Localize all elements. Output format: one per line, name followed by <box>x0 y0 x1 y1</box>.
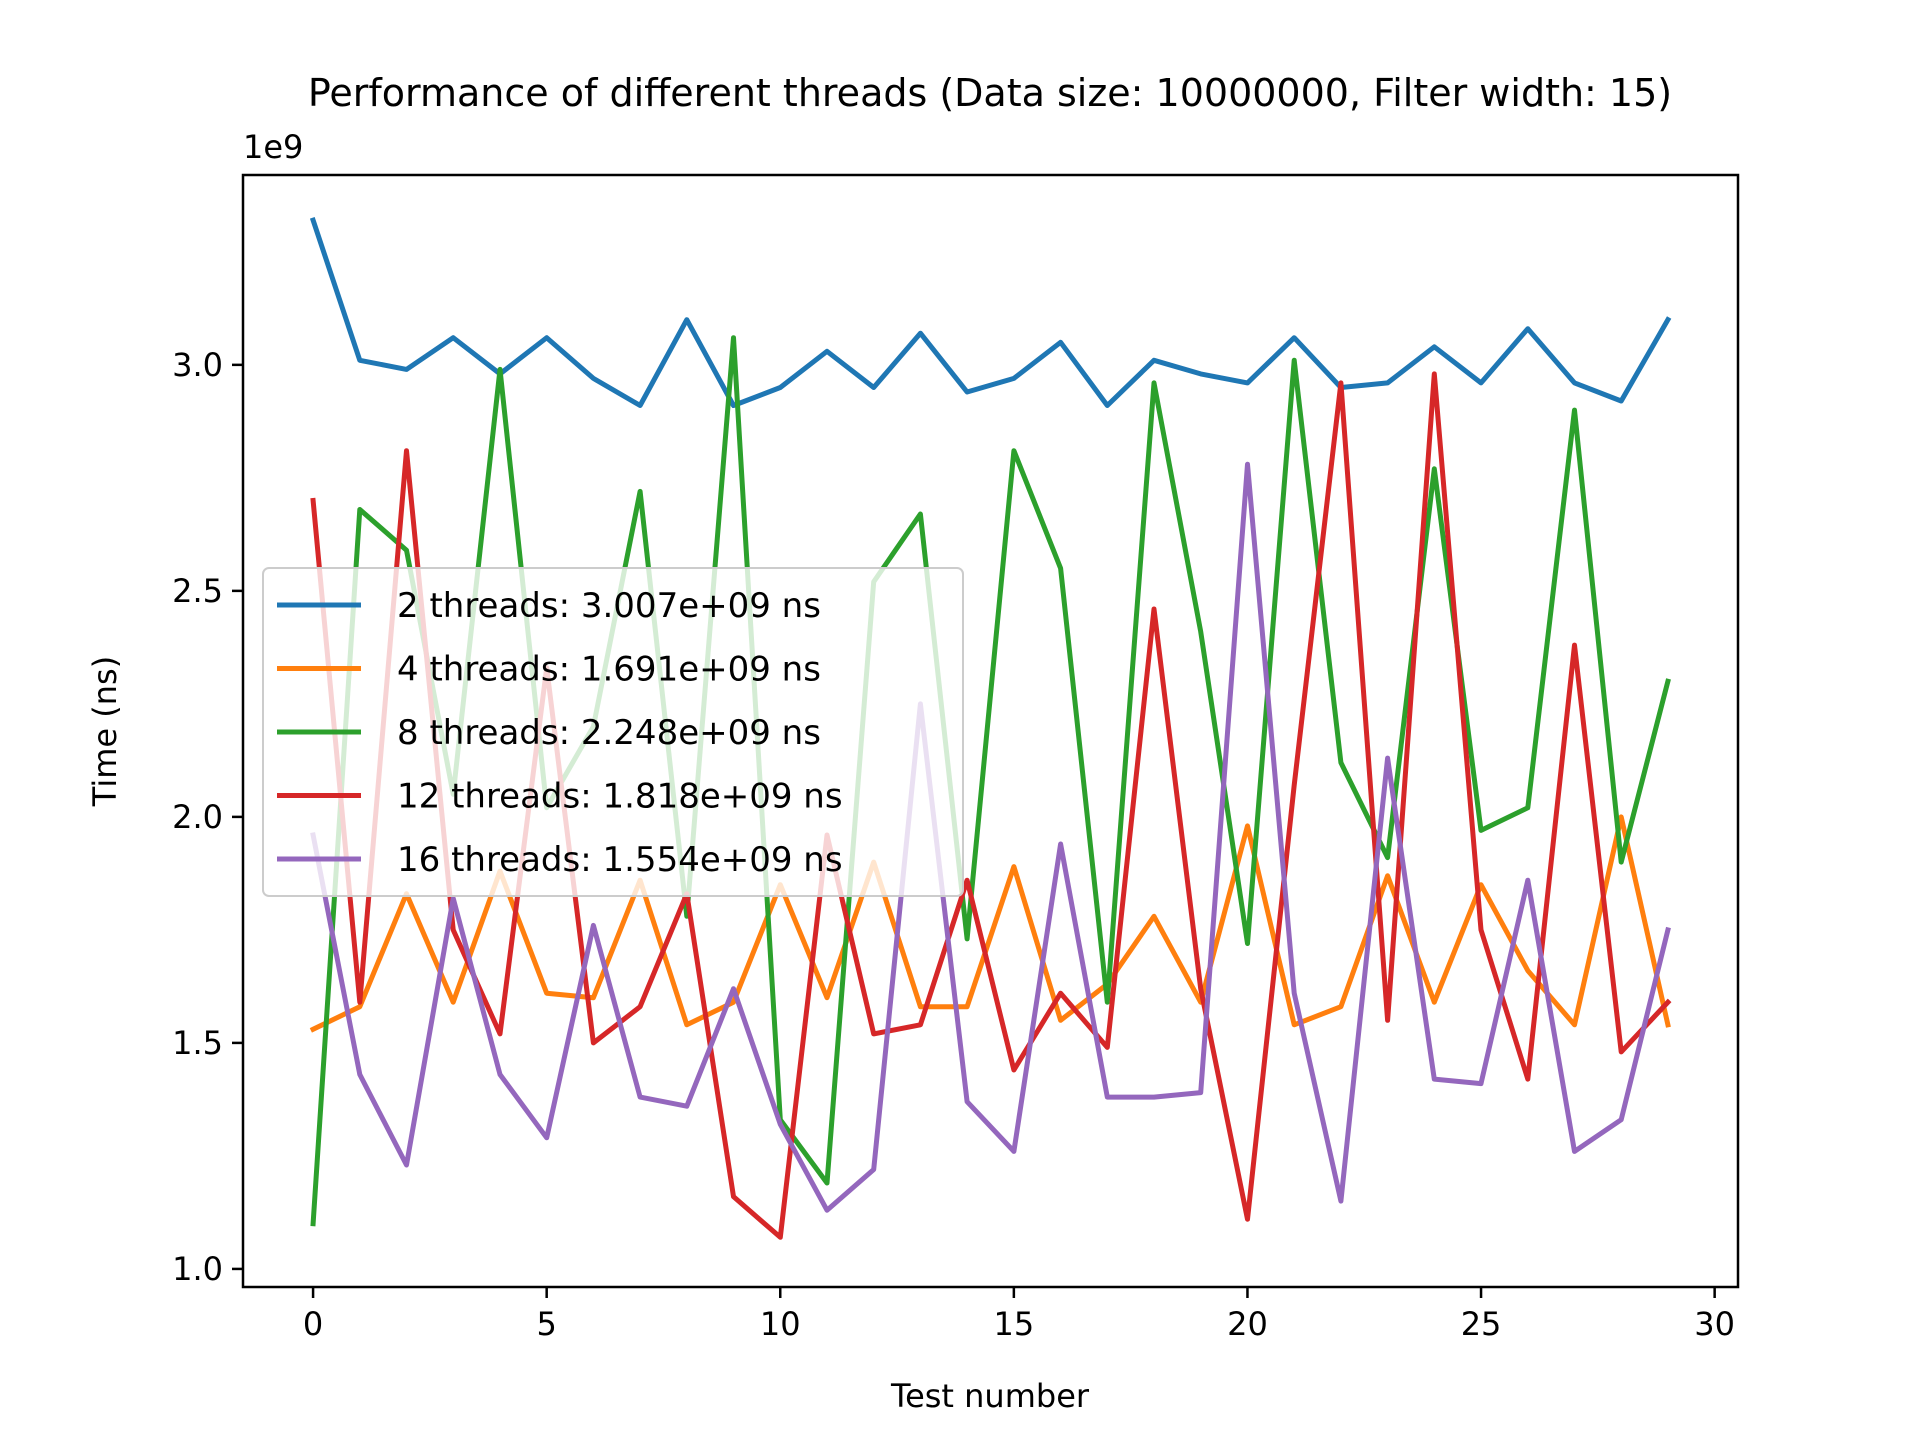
legend-label-0: 2 threads: 3.007e+09 ns <box>397 586 821 626</box>
x-tick-label: 25 <box>1461 1305 1502 1343</box>
legend-label-1: 4 threads: 1.691e+09 ns <box>397 650 821 690</box>
x-tick-label: 0 <box>303 1305 323 1343</box>
y-tick-label: 1.5 <box>172 1024 223 1062</box>
legend: 2 threads: 3.007e+09 ns 4 threads: 1.691e… <box>262 567 964 897</box>
y-tick-label: 2.5 <box>172 572 223 610</box>
y-tick-label: 2.0 <box>172 798 223 836</box>
legend-label-2: 8 threads: 2.248e+09 ns <box>397 713 821 753</box>
y-axis: 1.0 1.5 2.0 2.5 3.0 <box>172 346 243 1288</box>
x-tick-label: 30 <box>1694 1305 1735 1343</box>
x-tick-label: 15 <box>994 1305 1035 1343</box>
series-line-0 <box>309 217 1672 408</box>
x-tick-label: 10 <box>760 1305 801 1343</box>
legend-label-3: 12 threads: 1.818e+09 ns <box>397 777 843 817</box>
legend-label-4: 16 threads: 1.554e+09 ns <box>397 840 843 880</box>
y-axis-label: Time (ns) <box>86 656 124 807</box>
x-tick-label: 20 <box>1227 1305 1268 1343</box>
x-tick-label: 5 <box>536 1305 556 1343</box>
series-line-1 <box>309 814 1671 1033</box>
x-axis: 0 5 10 15 20 25 30 <box>303 1287 1735 1343</box>
series-line-4 <box>310 461 1671 1213</box>
chart-title: Performance of different threads (Data s… <box>308 71 1672 115</box>
y-tick-label: 1.0 <box>172 1250 223 1288</box>
legend-box <box>262 567 964 897</box>
plot-frame <box>241 173 1740 1289</box>
y-tick-label: 3.0 <box>172 346 223 384</box>
x-axis-label: Test number <box>890 1377 1090 1415</box>
y-offset-label: 1e9 <box>243 128 303 166</box>
